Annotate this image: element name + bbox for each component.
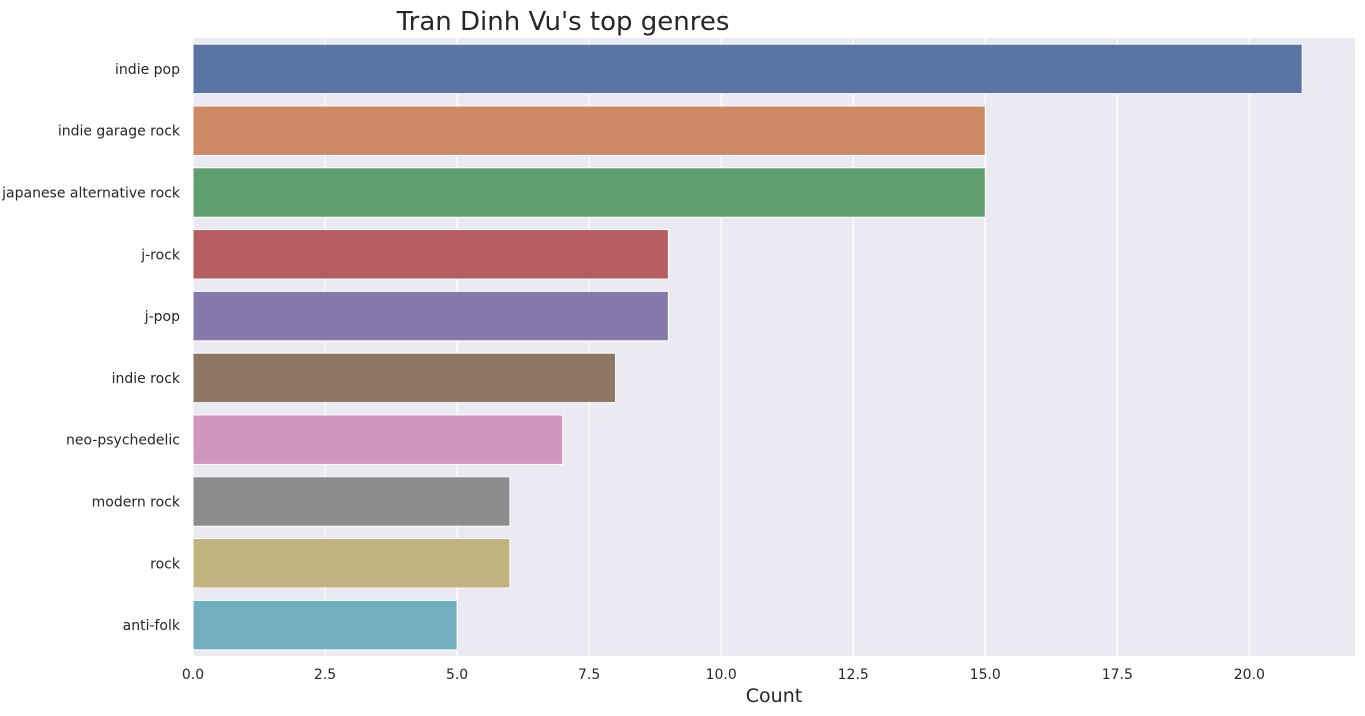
y-tick-label: indie pop [115,62,180,78]
x-tick-label: 10.0 [706,667,737,683]
y-tick-label: anti-folk [123,618,181,634]
x-tick-label: 5.0 [446,667,468,683]
x-axis-ticks: 0.0 2.5 5.0 7.5 10.0 12.5 15.0 17.5 20.0 [182,667,1265,683]
x-tick-label: 15.0 [970,667,1001,683]
bar-indie-rock [192,352,617,404]
bar-japanese-alternative-rock [192,167,986,218]
bar-rock [192,538,511,589]
x-tick-label: 12.5 [838,667,869,683]
x-axis-label: Count [746,685,802,707]
y-tick-label: j-rock [140,247,181,263]
x-tick-label: 7.5 [578,667,600,683]
y-tick-label: indie garage rock [58,124,181,140]
bar-j-rock [192,229,669,280]
bar-j-pop [192,290,669,342]
x-tick-label: 17.5 [1102,667,1133,683]
bar-indie-pop [192,43,1303,95]
chart-title: Tran Dinh Vu's top genres [396,7,730,37]
y-tick-label: japanese alternative rock [1,186,181,202]
y-axis-ticks: indie pop indie garage rock japanese alter… [1,62,181,634]
bar-modern-rock [192,476,511,527]
bar-indie-garage-rock [192,105,986,156]
x-tick-label: 20.0 [1234,667,1265,683]
y-tick-label: j-pop [144,309,180,325]
bars [192,43,1303,651]
x-tick-label: 2.5 [314,667,336,683]
y-tick-label: rock [150,556,181,572]
y-tick-label: neo-psychedelic [66,433,180,449]
y-tick-label: indie rock [112,371,181,387]
bar-neo-psychedelic [192,414,564,465]
x-tick-label: 0.0 [182,667,204,683]
bar-anti-folk [192,599,458,651]
y-tick-label: modern rock [92,495,181,511]
